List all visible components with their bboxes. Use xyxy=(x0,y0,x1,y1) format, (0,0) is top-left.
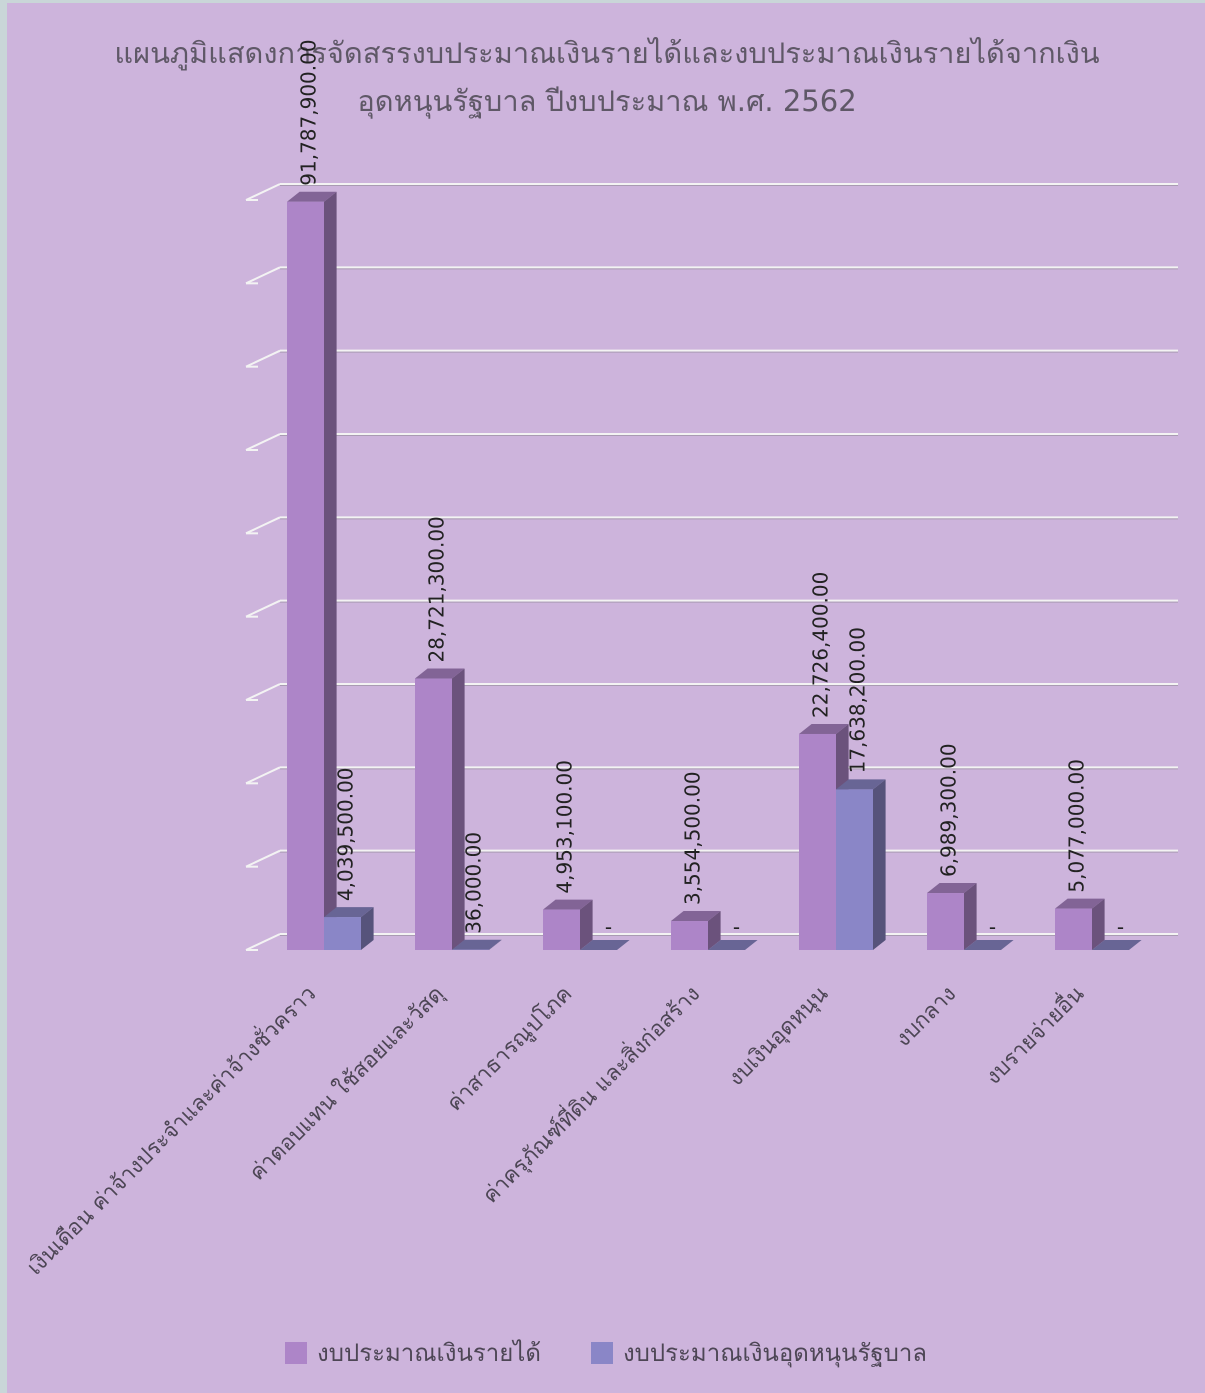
bar-top-subsidy-1 xyxy=(452,939,502,950)
bar-top-subsidy-3 xyxy=(708,940,758,950)
data-label-subsidy-6: - xyxy=(1117,915,1124,939)
gridline-side xyxy=(245,266,281,285)
data-label-revenue-2: 4,953,100.00 xyxy=(553,760,577,894)
data-label-subsidy-1: 36,000.00 xyxy=(462,832,486,934)
gridline-side xyxy=(245,349,281,368)
gridline-side xyxy=(245,683,281,701)
bar-subsidy-0 xyxy=(324,917,361,950)
bar-side-subsidy-0 xyxy=(361,907,374,950)
bar-revenue-6 xyxy=(1055,908,1092,950)
bar-top-revenue-1 xyxy=(415,668,465,679)
category-label-3: ค่าครุภัณฑ์ที่ดิน และสิ่งก่อสร้าง xyxy=(475,979,705,1209)
bar-side-revenue-3 xyxy=(708,911,721,950)
bar-revenue-3 xyxy=(671,921,708,950)
category-label-5: งบกลาง xyxy=(891,982,961,1052)
gridline-side xyxy=(245,599,281,618)
gridline-side xyxy=(245,849,281,868)
legend-label-subsidy: งบประมาณเงินอุดหนุนรัฐบาล xyxy=(622,1339,927,1367)
gridline-side xyxy=(245,933,281,951)
data-label-revenue-5: 6,989,300.00 xyxy=(937,743,961,877)
bar-revenue-0 xyxy=(287,201,324,951)
legend: งบประมาณเงินรายได้ งบประมาณเงินอุดหนุนรั… xyxy=(7,1333,1205,1372)
data-label-subsidy-3: - xyxy=(733,915,740,939)
data-label-subsidy-5: - xyxy=(989,915,996,939)
chart-title-line-2: อุดหนุนรัฐบาล ปีงบประมาณ พ.ศ. 2562 xyxy=(357,84,857,118)
bar-revenue-4 xyxy=(799,733,836,950)
category-label-4: งบเงินอุดหนุน xyxy=(724,982,834,1092)
bar-top-revenue-5 xyxy=(927,883,977,894)
gridline-side xyxy=(245,516,281,535)
bar-top-subsidy-5 xyxy=(964,940,1014,950)
bar-top-subsidy-6 xyxy=(1092,940,1142,950)
data-label-revenue-4: 22,726,400.00 xyxy=(809,572,833,718)
legend-swatch-subsidy xyxy=(590,1341,613,1364)
bar-top-revenue-3 xyxy=(671,911,721,922)
category-label-6: งบรายจ่ายอื่น xyxy=(978,979,1089,1090)
gridline-side xyxy=(245,433,281,451)
category-label-2: ค่าสาธารณูปโภค xyxy=(442,981,578,1117)
bar-top-revenue-0 xyxy=(287,191,337,202)
chart-title-line-1: แผนภูมิแสดงการจัดสรรงบประมาณเงินรายได้แล… xyxy=(114,36,1100,70)
bar-top-subsidy-4 xyxy=(836,779,886,790)
bar-side-revenue-6 xyxy=(1092,898,1105,950)
gridline-side xyxy=(245,766,281,785)
bar-side-revenue-0 xyxy=(324,191,337,951)
bar-top-revenue-2 xyxy=(543,899,593,910)
bar-revenue-1 xyxy=(415,678,452,950)
bar-top-revenue-4 xyxy=(799,723,849,734)
bar-top-subsidy-2 xyxy=(580,940,630,950)
bar-top-subsidy-0 xyxy=(324,907,374,918)
bar-side-revenue-2 xyxy=(580,899,593,950)
data-label-revenue-6: 5,077,000.00 xyxy=(1065,759,1089,893)
data-label-revenue-3: 3,554,500.00 xyxy=(681,771,705,905)
data-label-subsidy-0: 4,039,500.00 xyxy=(334,767,358,901)
chart-area: แผนภูมิแสดงการจัดสรรงบประมาณเงินรายได้แล… xyxy=(7,3,1205,1393)
data-label-subsidy-4: 17,638,200.00 xyxy=(846,627,870,773)
bar-subsidy-4 xyxy=(836,789,873,950)
legend-swatch-revenue xyxy=(285,1341,307,1364)
chart-title: แผนภูมิแสดงการจัดสรรงบประมาณเงินรายได้แล… xyxy=(47,29,1167,125)
legend-label-revenue: งบประมาณเงินรายได้ xyxy=(317,1339,541,1367)
bar-side-revenue-1 xyxy=(452,668,465,950)
bar-revenue-2 xyxy=(543,909,580,950)
bar-revenue-5 xyxy=(927,893,964,950)
category-label-0: เงินเดือน ค่าจ้างประจำและค่าจ้างชั่วคราว xyxy=(20,979,321,1280)
gridline-side xyxy=(245,183,281,201)
bar-side-subsidy-4 xyxy=(873,779,886,950)
plot-area: 91,787,900.00 4,039,500.00 28,721,300.00 36… xyxy=(20,39,1178,1280)
bar-side-revenue-5 xyxy=(964,883,977,950)
bar-side-subsidy-1 xyxy=(489,939,502,950)
bar-top-revenue-6 xyxy=(1055,898,1105,909)
legend-item-subsidy: งบประมาณเงินอุดหนุนรัฐบาล xyxy=(590,1333,927,1372)
data-label-revenue-0: 91,787,900.00 xyxy=(297,39,321,185)
data-label-revenue-1: 28,721,300.00 xyxy=(425,516,449,662)
data-label-subsidy-2: - xyxy=(605,915,612,939)
legend-item-revenue: งบประมาณเงินรายได้ xyxy=(285,1333,541,1372)
